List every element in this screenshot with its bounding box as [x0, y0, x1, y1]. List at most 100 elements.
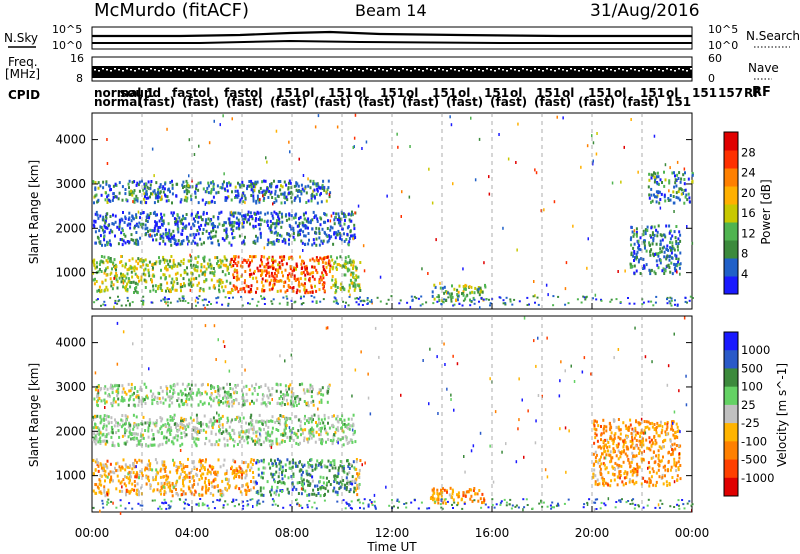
echo-cell — [298, 280, 300, 284]
freq-tick-mark — [142, 69, 144, 71]
echo-cell — [337, 263, 340, 266]
echo-cell — [164, 465, 167, 469]
echo-cell — [255, 440, 258, 444]
freq-tick-mark — [582, 68, 584, 70]
echo-cell — [346, 481, 349, 485]
echo-cell — [174, 239, 177, 243]
echo-cell — [242, 385, 245, 389]
echo-cell — [275, 212, 278, 216]
echo-cell — [122, 285, 125, 289]
echo-cell — [679, 187, 682, 191]
echo-cell — [200, 464, 202, 468]
echo-cell — [346, 442, 349, 445]
echo-cell — [179, 299, 182, 302]
freq-tick-mark — [294, 68, 296, 70]
echo-cell — [250, 272, 253, 276]
freq-tick-mark — [154, 69, 156, 71]
echo-cell — [225, 403, 228, 407]
echo-cell — [639, 248, 642, 252]
echo-cell — [211, 385, 214, 389]
echo-cell — [116, 280, 119, 283]
echo-cell — [330, 286, 333, 290]
echo-cell — [355, 467, 358, 471]
echo-cell — [316, 424, 319, 428]
echo-cell — [596, 439, 599, 443]
echo-cell — [304, 291, 307, 295]
echo-cell — [448, 292, 451, 296]
echo-cell — [240, 425, 243, 428]
echo-cell — [134, 475, 137, 479]
echo-cell — [353, 486, 356, 490]
echo-cell — [140, 432, 142, 436]
echo-cell — [345, 476, 348, 480]
freq-tick-mark — [290, 70, 292, 72]
echo-cell — [233, 221, 236, 224]
echo-cell — [127, 277, 130, 281]
echo-cell — [320, 429, 322, 433]
echo-cell — [103, 230, 106, 234]
echo-cell — [212, 185, 215, 189]
echo-cell — [296, 194, 299, 198]
echo-cell — [255, 430, 258, 434]
echo-cell — [299, 420, 302, 424]
echo-cell — [134, 281, 137, 285]
echo-cell — [269, 444, 271, 448]
echo-cell — [197, 297, 200, 300]
echo-cell — [632, 234, 635, 238]
echo-cell — [183, 426, 186, 430]
echo-cell — [233, 255, 236, 259]
echo-cell — [293, 198, 296, 202]
echo-cell — [461, 497, 463, 501]
echo-cell — [226, 189, 229, 193]
echo-cell — [294, 400, 297, 404]
echo-cell — [343, 262, 346, 266]
echo-cell — [317, 417, 320, 421]
freq-tick-mark — [446, 70, 448, 72]
echo-cell — [171, 395, 174, 399]
echo-cell — [345, 438, 348, 442]
echo-cell — [227, 272, 230, 275]
freq-tick-mark — [374, 70, 376, 72]
echo-cell — [274, 268, 277, 272]
echo-cell — [160, 431, 163, 435]
echo-cell — [666, 296, 669, 299]
echo-cell — [211, 485, 214, 489]
echo-cell — [112, 184, 115, 188]
echo-cell — [315, 256, 318, 260]
echo-cell — [246, 399, 249, 403]
echo-cell — [301, 266, 303, 270]
echo-cell — [197, 388, 200, 392]
echo-cell — [130, 281, 133, 284]
echo-cell — [102, 466, 105, 470]
echo-cell — [331, 267, 334, 271]
echo-cell — [158, 443, 161, 447]
echo-cell — [610, 298, 613, 301]
echo-cell — [352, 413, 355, 417]
cpid-row-2: normal(fast) (fast) (fast) (fast) (fast) (fas… — [94, 95, 691, 109]
echo-cell — [256, 304, 259, 307]
echo-cell — [196, 283, 199, 287]
echo-cell — [273, 242, 276, 246]
echo-cell — [312, 488, 315, 492]
echo-cell — [132, 427, 135, 431]
echo-cell — [683, 167, 686, 171]
echo-cell — [98, 263, 101, 266]
echo-cell — [663, 184, 666, 188]
echo-cell — [208, 300, 211, 303]
echo-cell — [296, 288, 299, 292]
echo-cell — [92, 418, 95, 422]
echo-cell — [176, 434, 179, 438]
echo-cell — [105, 435, 108, 439]
echo-cell — [98, 478, 101, 482]
echo-cell — [668, 231, 671, 235]
echo-cell — [346, 426, 349, 429]
echo-cell — [239, 490, 242, 494]
echo-cell — [323, 424, 326, 428]
echo-cell — [205, 218, 208, 222]
echo-cell — [284, 417, 287, 421]
echo-cell — [233, 469, 236, 473]
echo-cell — [247, 290, 250, 294]
echo-cell — [307, 483, 310, 487]
echo-cell — [171, 401, 174, 405]
echo-cell — [565, 261, 568, 265]
